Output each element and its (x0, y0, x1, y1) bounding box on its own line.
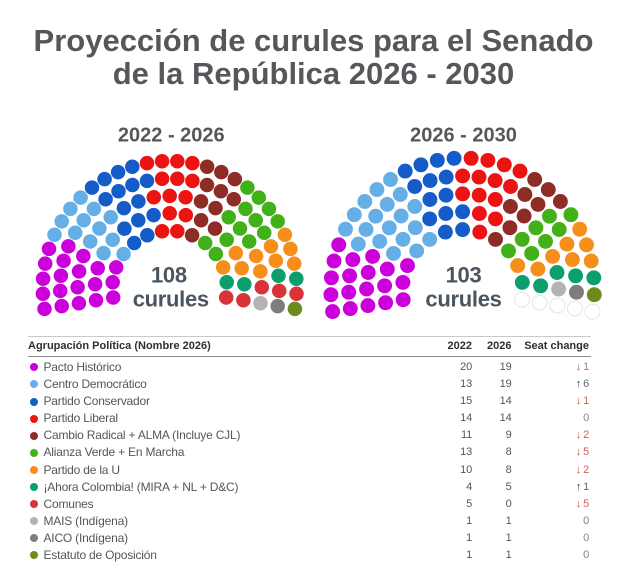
svg-text:curules: curules (133, 286, 209, 311)
svg-text:2022 - 2026: 2022 - 2026 (118, 125, 225, 147)
svg-text:2026 - 2030: 2026 - 2030 (410, 125, 517, 147)
svg-text:curules: curules (425, 286, 501, 311)
svg-text:108: 108 (151, 263, 187, 288)
svg-text:103: 103 (446, 263, 482, 288)
